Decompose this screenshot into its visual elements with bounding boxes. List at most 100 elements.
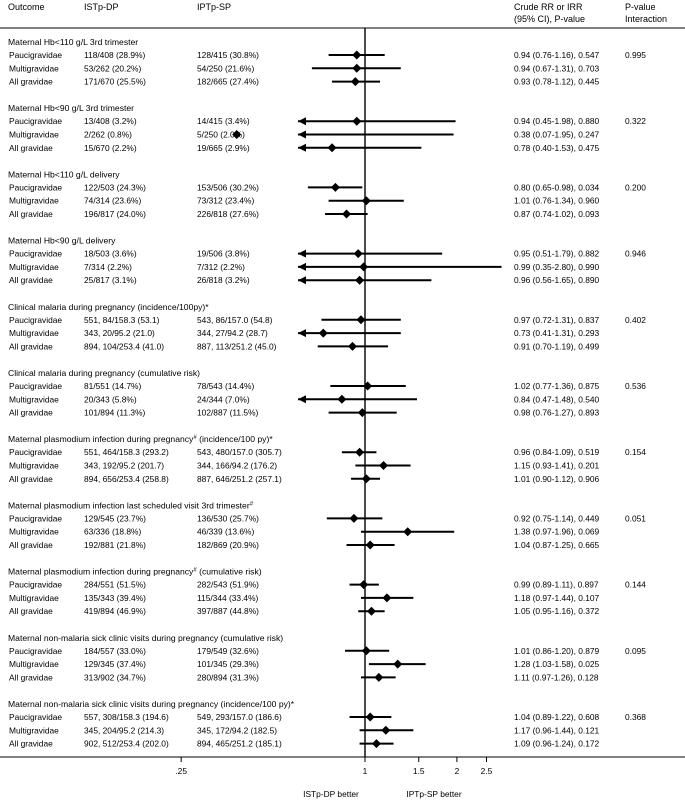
rr-result: 1.38 (0.97-1.96), 0.069: [514, 527, 600, 537]
istp-dp-value: 196/817 (24.0%): [84, 209, 146, 219]
group-title-text: Clinical malaria during pregnancy (cumul…: [8, 368, 200, 378]
rr-result: 0.92 (0.75-1.14), 0.449: [514, 513, 600, 523]
p-interaction-value: 0.200: [625, 182, 646, 192]
istp-dp-value: 419/894 (46.9%): [84, 606, 146, 616]
rr-result: 0.91 (0.70-1.19), 0.499: [514, 341, 600, 351]
estimate-marker: [381, 725, 391, 735]
row-label: Paucigravidae: [9, 249, 62, 259]
group-title-text: Maternal Hb<90 g/L 3rd trimester: [8, 103, 134, 113]
iptp-sp-value: 280/894 (31.3%): [197, 672, 259, 682]
table-row: Paucigravidae 551, 84/158.3 (53.1) 543, 86…: [9, 315, 600, 325]
estimate-marker: [361, 646, 371, 656]
group-title: Maternal plasmodium infection during pre…: [8, 434, 273, 444]
tick-label: 1: [363, 766, 368, 776]
table-row: Multigravidae 2/262 (0.8%) 5/250 (2.0%) 0.3…: [9, 130, 600, 140]
istp-dp-value: 135/343 (39.4%): [84, 593, 146, 603]
outcome-group: Maternal non-malaria sick clinic visits …: [8, 699, 646, 749]
row-label: All gravidae: [9, 739, 53, 749]
table-row: Multigravidae 129/345 (37.4%) 101/345 (29.…: [9, 659, 600, 669]
table-row: Paucigravidae 184/557 (33.0%) 179/549 (32.…: [9, 646, 600, 656]
iptp-sp-value: 19/506 (3.8%): [197, 249, 250, 259]
estimate-marker: [327, 143, 337, 153]
estimate-marker: [361, 196, 371, 206]
istp-dp-value: 551, 464/158.3 (293.2): [84, 447, 169, 457]
rr-result: 1.04 (0.89-1.22), 0.608: [514, 712, 600, 722]
row-label: Multigravidae: [9, 461, 59, 471]
istp-dp-value: 122/503 (24.3%): [84, 182, 146, 192]
estimate-marker: [355, 447, 365, 457]
rr-result: 0.94 (0.67-1.31), 0.703: [514, 63, 600, 73]
iptp-sp-value: 397/887 (44.8%): [197, 606, 259, 616]
rr-result: 1.11 (0.97-1.26), 0.128: [514, 672, 599, 682]
group-title-text: Maternal Hb<110 g/L 3rd trimester: [8, 37, 138, 47]
iptp-sp-value: 102/887 (11.5%): [197, 408, 259, 418]
group-title: Maternal Hb<90 g/L 3rd trimester: [8, 103, 134, 113]
istp-dp-value: 343, 192/95.2 (201.7): [84, 461, 164, 471]
istp-dp-value: 894, 656/253.4 (258.8): [84, 474, 169, 484]
group-title: Clinical malaria during pregnancy (incid…: [8, 302, 209, 312]
estimate-marker: [361, 474, 371, 484]
row-label: Paucigravidae: [9, 646, 62, 656]
row-label: All gravidae: [9, 672, 53, 682]
iptp-sp-value: 73/312 (23.4%): [197, 196, 254, 206]
istp-dp-value: 74/314 (23.6%): [84, 196, 141, 206]
iptp-sp-value: 179/549 (32.6%): [197, 646, 259, 656]
table-row: Multigravidae 343, 192/95.2 (201.7) 344, 1…: [9, 461, 600, 471]
table-row: All gravidae 15/670 (2.2%) 19/665 (2.9%) 0.…: [9, 143, 600, 153]
table-row: Multigravidae 343, 20/95.2 (21.0) 344, 27/…: [9, 328, 600, 338]
outcome-group: Maternal Hb<90 g/L delivery 0.946 Paucigra…: [8, 236, 646, 286]
row-label: Multigravidae: [9, 659, 59, 669]
table-row: All gravidae 894, 104/253.4 (41.0) 887, 11…: [9, 341, 600, 351]
table-row: All gravidae 196/817 (24.0%) 226/818 (27.6…: [9, 209, 600, 219]
row-label: All gravidae: [9, 143, 53, 153]
row-label: Multigravidae: [9, 527, 59, 537]
group-title-superscript: #: [250, 501, 254, 507]
row-label: All gravidae: [9, 77, 53, 87]
istp-dp-value: 902, 512/253.4 (202.0): [84, 739, 169, 749]
row-label: Multigravidae: [9, 130, 59, 140]
iptp-sp-value: 24/344 (7.0%): [197, 394, 250, 404]
group-title-text: Maternal plasmodium infection during pre…: [8, 434, 194, 444]
estimate-marker: [232, 130, 242, 139]
column-headers: Outcome ISTp-DP IPTp-SP Crude RR or IRR …: [8, 2, 667, 24]
iptp-sp-value: 7/312 (2.2%): [197, 262, 245, 272]
outcome-groups: Maternal Hb<110 g/L 3rd trimester 0.995 Pa…: [8, 37, 646, 749]
estimate-marker: [365, 540, 375, 550]
rr-result: 0.98 (0.76-1.27), 0.893: [514, 408, 600, 418]
row-label: Paucigravidae: [9, 580, 62, 590]
rr-result: 0.87 (0.74-1.02), 0.093: [514, 209, 600, 219]
header-istp-dp: ISTp-DP: [84, 2, 119, 12]
x-axis: .25 1 1.5 2 2.5: [0, 756, 685, 776]
istp-dp-value: 20/343 (5.8%): [84, 394, 137, 404]
group-title: Maternal plasmodium infection last sched…: [8, 500, 254, 510]
rr-result: 1.02 (0.77-1.36), 0.875: [514, 381, 600, 391]
rr-result: 1.05 (0.95-1.16), 0.372: [514, 606, 600, 616]
estimate-marker: [352, 116, 362, 126]
istp-dp-value: 192/881 (21.8%): [84, 540, 146, 550]
istp-dp-value: 171/670 (25.5%): [84, 77, 146, 87]
table-row: Multigravidae 20/343 (5.8%) 24/344 (7.0%) 0…: [9, 394, 600, 404]
outcome-group: Maternal plasmodium infection last sched…: [8, 500, 646, 550]
rr-result: 0.94 (0.76-1.16), 0.547: [514, 50, 600, 60]
group-title: Maternal Hb<90 g/L delivery: [8, 236, 116, 246]
ci-arrow-left: [298, 130, 306, 139]
p-interaction-value: 0.154: [625, 447, 646, 457]
iptp-sp-value: 26/818 (3.2%): [197, 275, 250, 285]
estimate-marker: [365, 712, 375, 722]
estimate-marker: [355, 275, 365, 285]
estimate-marker: [393, 659, 403, 669]
ci-arrow-left: [298, 329, 306, 338]
istp-dp-value: 129/345 (37.4%): [84, 659, 146, 669]
estimate-marker: [330, 182, 340, 192]
iptp-sp-value: 182/869 (20.9%): [197, 540, 259, 550]
iptp-sp-value: 543, 480/157.0 (305.7): [197, 447, 282, 457]
row-label: All gravidae: [9, 408, 53, 418]
header-rr-line1: Crude RR or IRR: [514, 2, 583, 12]
row-label: Multigravidae: [9, 196, 59, 206]
tick-label: .25: [175, 766, 187, 776]
istp-dp-value: 13/408 (3.2%): [84, 116, 137, 126]
iptp-sp-value: 128/415 (30.8%): [197, 50, 259, 60]
ci-arrow-left: [298, 262, 306, 271]
rr-result: 0.97 (0.72-1.31), 0.837: [514, 315, 600, 325]
